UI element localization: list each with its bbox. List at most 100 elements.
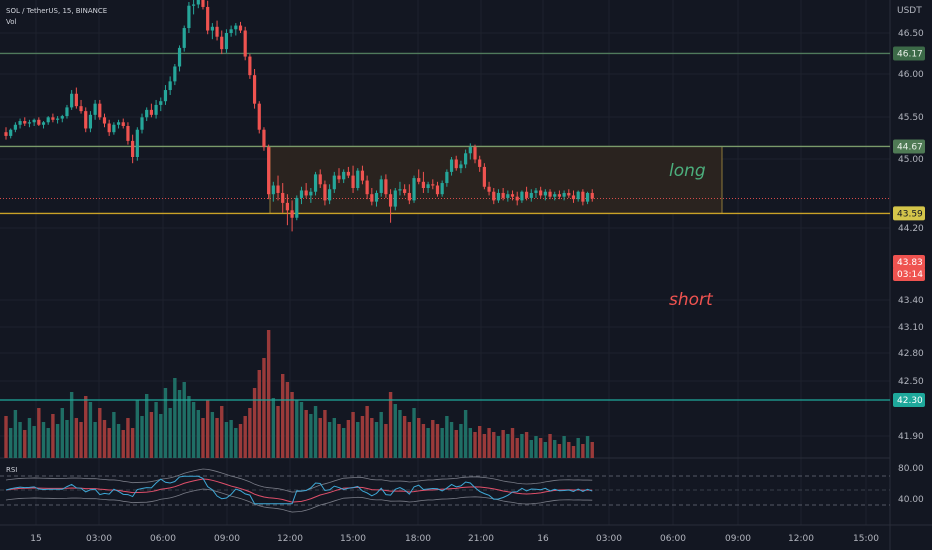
price-tick-label: 46.50	[898, 29, 924, 39]
volume-bar	[196, 410, 200, 458]
volume-bar	[510, 428, 515, 458]
candle-body	[421, 181, 426, 188]
volume-bar	[116, 424, 121, 458]
candle-body	[163, 90, 168, 102]
volume-bar	[252, 388, 257, 458]
candle-body	[46, 117, 50, 123]
candle-body	[534, 190, 538, 193]
candle-body	[9, 129, 13, 136]
volume-bar	[285, 382, 290, 458]
candle-body	[501, 192, 505, 198]
volume-bar	[388, 392, 393, 458]
volume-bar	[295, 400, 299, 458]
candle-body	[539, 190, 543, 196]
candle-body	[41, 122, 46, 125]
candle-body	[84, 111, 88, 129]
level-short-tag-label: 43.59	[897, 209, 923, 219]
volume-bar	[426, 428, 430, 458]
countdown-tag-label: 03:14	[897, 270, 923, 280]
volume-bar	[145, 394, 149, 458]
candle-body	[70, 93, 74, 108]
volume-bar	[84, 396, 88, 458]
volume-bar	[581, 444, 585, 458]
volume-bar	[201, 418, 205, 458]
candle-body	[318, 174, 322, 185]
candle-body	[426, 184, 430, 188]
candle-body	[342, 171, 346, 180]
time-tick-label: 06:00	[660, 534, 686, 544]
volume-bar	[74, 418, 79, 458]
volume-bar	[107, 428, 111, 458]
candle-body	[351, 175, 355, 188]
axes: 46.50 46.00 45.50 45.00 44.20 43.40 43.10 42.80…	[30, 29, 924, 544]
volume-bar	[173, 378, 177, 458]
candle-body	[374, 192, 379, 202]
volume-bar	[18, 422, 22, 458]
candle-body	[248, 56, 252, 76]
volume-bar	[187, 396, 191, 458]
volume-bar	[360, 416, 365, 458]
price-tick-label: 43.40	[898, 296, 924, 306]
volume-bar	[327, 422, 332, 458]
volume-bar	[4, 416, 8, 458]
short-annotation: short	[669, 290, 714, 310]
candle-body	[360, 170, 365, 181]
volume-bar	[459, 424, 463, 458]
volume-bar	[417, 418, 421, 458]
candle-body	[557, 194, 562, 197]
candle-body	[37, 119, 41, 125]
volume-bar	[384, 424, 388, 458]
time-tick-label: 15:00	[853, 534, 879, 544]
time-tick-label: 21:00	[468, 534, 494, 544]
price-tick-label: 46.00	[898, 70, 924, 80]
candle-body	[238, 25, 243, 31]
volume-bar	[163, 388, 168, 458]
volume-bar	[159, 414, 163, 458]
long-annotation: long	[669, 161, 706, 181]
volume-bar	[449, 422, 454, 458]
volume-bar	[393, 404, 397, 458]
candle-body	[131, 140, 135, 157]
candle-body	[276, 185, 280, 193]
candle-body	[252, 75, 257, 104]
countdown-tag-bg	[893, 267, 925, 281]
candle-body	[337, 175, 341, 180]
volume-bar	[41, 422, 46, 458]
candle-body	[313, 174, 318, 192]
volume-bar	[431, 420, 435, 458]
volume-bar	[276, 406, 280, 458]
candle-body	[468, 147, 472, 154]
level-short-tag-bg	[893, 206, 925, 221]
time-tick-label: 16	[537, 534, 549, 544]
candle-body	[464, 153, 468, 165]
level-volume-tag-bg	[893, 393, 925, 407]
volume-bar	[55, 424, 60, 458]
volume-bar	[65, 420, 69, 458]
price-tick-label: 42.80	[898, 349, 924, 359]
candle-body	[431, 184, 435, 186]
volume-bar	[69, 392, 74, 458]
rsi-pane	[0, 468, 890, 513]
candle-body	[487, 186, 491, 192]
candle-body	[285, 202, 289, 211]
candle-body	[529, 192, 533, 198]
volume-bar	[266, 330, 271, 458]
candle-body	[543, 191, 547, 196]
volume-bar	[8, 428, 13, 458]
volume-bar	[220, 406, 224, 458]
volume-bar	[323, 410, 327, 458]
volume-bar	[234, 428, 238, 458]
volume-bar	[553, 440, 557, 458]
candle-body	[449, 159, 454, 172]
candle-body	[482, 166, 486, 187]
volume-bar	[313, 406, 318, 458]
candle-body	[173, 66, 177, 82]
time-tick-label: 03:00	[86, 534, 112, 544]
level-volume-tag-label: 42.30	[897, 396, 923, 406]
volume-bar	[585, 436, 590, 458]
candle-body	[149, 109, 153, 115]
volume-bar	[98, 408, 102, 458]
volume-bar	[140, 416, 144, 458]
volume-bar	[440, 428, 444, 458]
